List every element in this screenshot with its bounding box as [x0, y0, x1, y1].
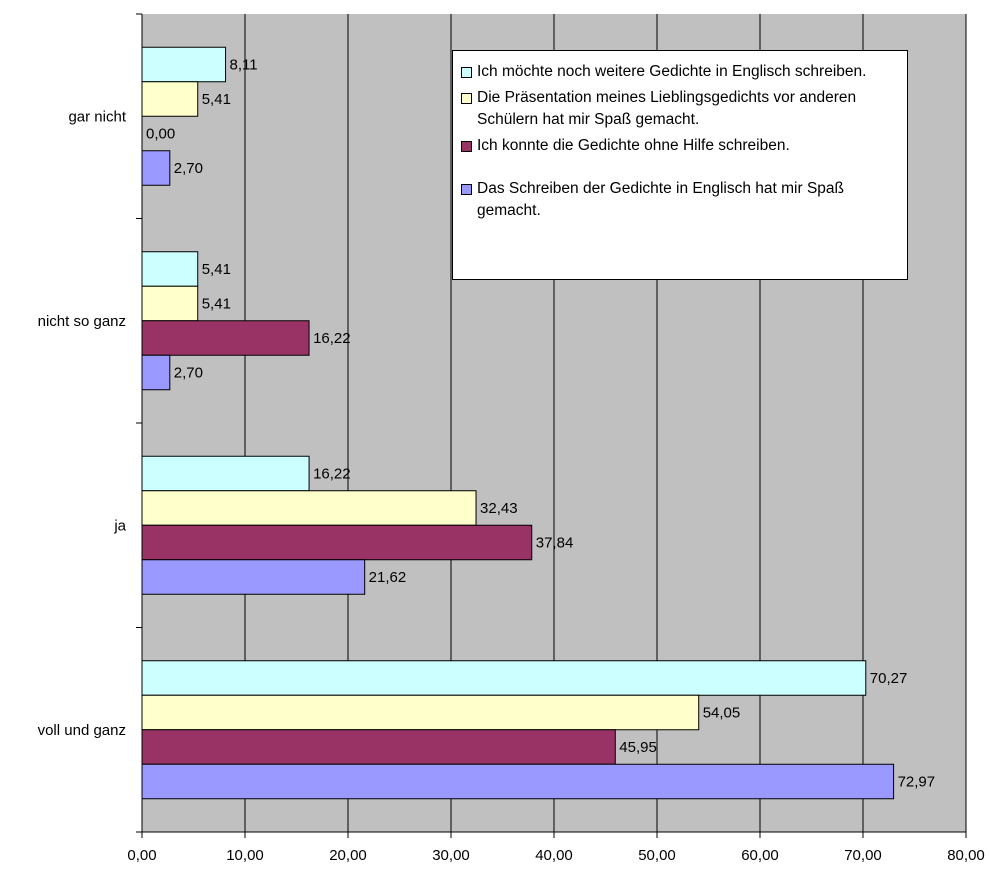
bar: [141, 763, 895, 800]
x-tick-label: 10,00: [226, 847, 264, 864]
x-tick-label: 60,00: [741, 847, 779, 864]
data-label: 32,43: [480, 500, 518, 517]
data-label: 16,22: [313, 330, 351, 347]
bar: [141, 354, 171, 391]
category-label: ja: [113, 517, 126, 534]
x-tick-label: 80,00: [947, 847, 985, 864]
data-label: 37,84: [536, 535, 574, 552]
x-tick-label: 30,00: [432, 847, 470, 864]
bar: [141, 251, 199, 287]
bar: [141, 729, 616, 765]
legend-swatch: [461, 141, 472, 152]
data-label: 5,41: [202, 261, 231, 278]
bar: [141, 150, 171, 186]
category-label: gar nicht: [68, 108, 126, 125]
category-label: nicht so ganz: [38, 313, 126, 330]
category-label: voll und ganz: [38, 722, 126, 739]
data-label: 5,41: [202, 91, 231, 108]
data-label: 8,11: [230, 57, 258, 74]
x-tick-label: 0,00: [127, 847, 156, 864]
legend-item-series-3: Ich konnte die Gedichte ohne Hilfe schre…: [461, 135, 899, 157]
legend-label: Ich konnte die Gedichte ohne Hilfe schre…: [477, 137, 790, 154]
legend-label: Ich möchte noch weitere Gedichte in Engl…: [477, 63, 867, 80]
data-label: 21,62: [369, 569, 407, 586]
legend-item-series-1: Ich möchte noch weitere Gedichte in Engl…: [461, 61, 899, 83]
x-tick-label: 70,00: [844, 847, 882, 864]
bar: [141, 455, 310, 492]
bar: [141, 559, 366, 595]
legend-item-series-2: Die Präsentation meines Lieblingsgedicht…: [461, 87, 899, 131]
bar: [141, 320, 310, 356]
legend-swatch: [461, 67, 472, 78]
data-label: 45,95: [619, 739, 657, 756]
bar: [141, 694, 700, 731]
legend-swatch: [461, 93, 472, 104]
legend-label: Die Präsentation meines Lieblingsgedicht…: [477, 89, 857, 128]
legend-item-series-4: Das Schreiben der Gedichte in Englisch h…: [461, 178, 899, 222]
bar: [141, 524, 533, 561]
data-label: 72,97: [898, 774, 936, 791]
x-tick-label: 50,00: [638, 847, 676, 864]
bar: [141, 660, 867, 696]
data-label: 54,05: [703, 705, 741, 722]
bar: [141, 490, 477, 526]
bar: [141, 46, 227, 83]
legend-swatch: [461, 184, 472, 195]
data-label: 0,00: [146, 126, 175, 143]
legend: Ich möchte noch weitere Gedichte in Engl…: [452, 50, 908, 280]
data-label: 5,41: [202, 296, 231, 313]
data-label: 16,22: [313, 466, 351, 483]
data-label: 70,27: [870, 670, 908, 687]
bar: [141, 81, 199, 117]
legend-label: Das Schreiben der Gedichte in Englisch h…: [477, 180, 845, 219]
bar: [141, 285, 199, 322]
x-tick-label: 40,00: [535, 847, 573, 864]
data-label: 2,70: [174, 160, 203, 177]
x-tick-label: 20,00: [329, 847, 367, 864]
data-label: 2,70: [174, 365, 203, 382]
